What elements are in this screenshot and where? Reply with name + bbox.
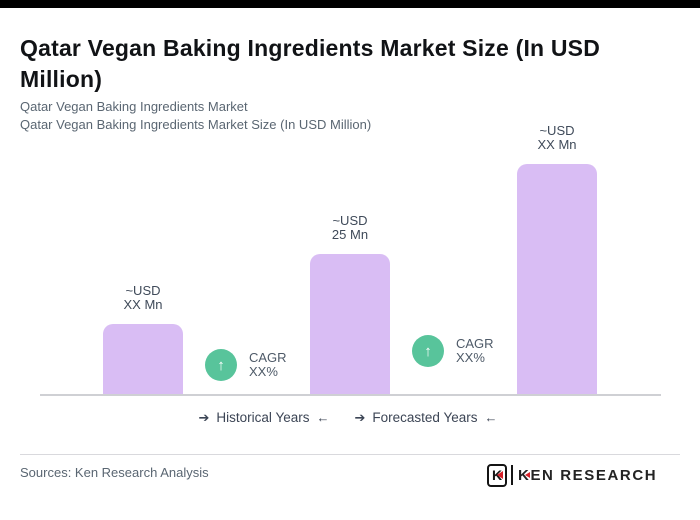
bar2-label-line1: ~USD: [332, 213, 368, 228]
cagr-label: CAGR XX%: [456, 337, 494, 365]
bar3-label-line1: ~USD: [539, 123, 575, 138]
ken-research-emblem-icon: K: [487, 463, 507, 487]
axis-group-historical: ➔ Historical Years ←: [159, 410, 369, 426]
cagr-circle: ↑: [412, 335, 444, 367]
page-title: Qatar Vegan Baking Ingredients Market Si…: [20, 35, 601, 93]
cagr-label: CAGR XX%: [249, 351, 287, 379]
bar3-label-line2: XX Mn: [537, 137, 577, 152]
bar-value-label-forecast-end: ~USD XX Mn: [487, 124, 627, 152]
chart-subtitle-line1: Qatar Vegan Baking Ingredients Market: [20, 99, 248, 114]
bar-forecast-end: [517, 164, 597, 395]
forecasted-years-label: Forecasted Years: [372, 410, 478, 425]
arrow-left-icon: ←: [316, 410, 330, 425]
wordmark-k: K: [518, 466, 531, 484]
up-arrow-icon: ↑: [424, 342, 432, 360]
arrow-right-icon: ➔: [354, 410, 366, 425]
arrow-left-icon: ←: [484, 410, 498, 425]
historical-years-label: Historical Years: [216, 410, 310, 425]
cagr-label-line1: CAGR: [249, 350, 287, 365]
cagr-label-line1: CAGR: [456, 336, 494, 351]
ken-research-logo: K KEN RESEARCH: [487, 461, 657, 489]
axis-group-forecasted: ➔ Forecasted Years ←: [321, 410, 531, 426]
arrow-right-icon: ➔: [198, 410, 210, 425]
cagr-badge-historical: ↑ CAGR XX%: [205, 349, 287, 381]
sources-text: Sources: Ken Research Analysis: [20, 465, 209, 480]
footer-divider: [20, 454, 680, 455]
cagr-label-line2: XX%: [249, 364, 278, 379]
x-axis-baseline: [40, 394, 661, 396]
bar-value-label-historical-start: ~USD XX Mn: [73, 284, 213, 312]
bar1-label-line1: ~USD: [125, 283, 161, 298]
cagr-label-line2: XX%: [456, 350, 485, 365]
bar1-label-line2: XX Mn: [123, 297, 163, 312]
cagr-circle: ↑: [205, 349, 237, 381]
red-triangle-icon: [497, 471, 503, 479]
bar-historical-start: [103, 324, 183, 395]
ken-research-wordmark: KEN RESEARCH: [518, 467, 657, 484]
bar2-label-line2: 25 Mn: [331, 227, 369, 242]
cagr-badge-forecast: ↑ CAGR XX%: [412, 335, 494, 367]
bar-value-label-historical-end: ~USD 25 Mn: [280, 214, 420, 242]
bar-historical-end: [310, 254, 390, 395]
top-black-bar: [0, 0, 700, 8]
wordmark-rest: EN RESEARCH: [530, 466, 658, 484]
chart-subtitle-line2: Qatar Vegan Baking Ingredients Market Si…: [20, 117, 372, 132]
up-arrow-icon: ↑: [217, 356, 225, 374]
logo-separator: [511, 465, 513, 485]
